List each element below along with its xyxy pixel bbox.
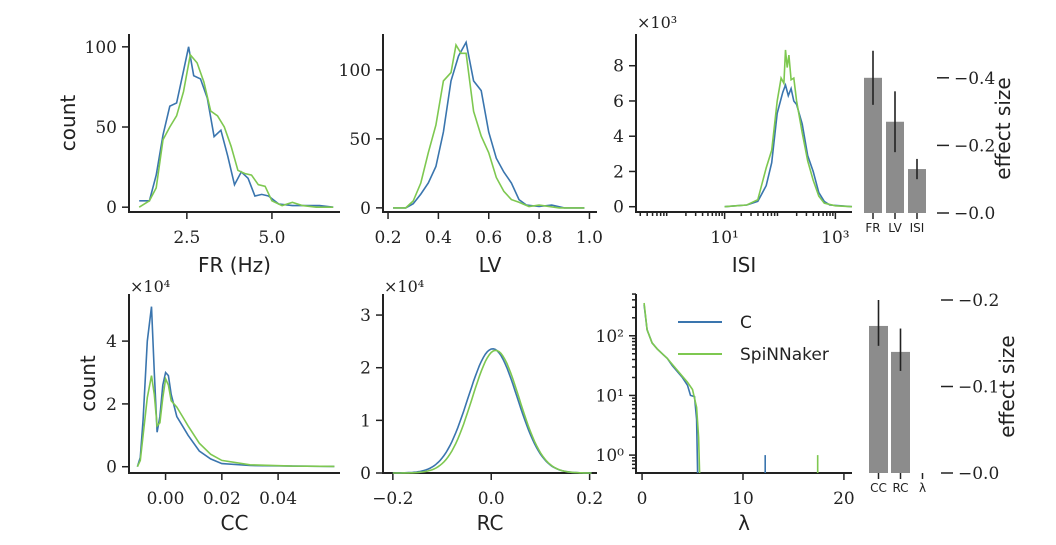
x-tick-label: 0.0 xyxy=(478,489,505,509)
legend: C SpiNNaker xyxy=(678,313,829,365)
x-tick-label: λ xyxy=(919,481,926,495)
axes-cc xyxy=(128,294,340,474)
x-axis-label: CC xyxy=(221,511,249,535)
y-axis-label: effect size xyxy=(995,335,1019,437)
x-tick-label: 0.2 xyxy=(576,489,603,509)
series-line-spinnaker xyxy=(643,302,701,474)
series-line-c xyxy=(392,347,592,474)
y-offset-label: ×10⁴ xyxy=(130,277,170,296)
y-offset-label: ×10³ xyxy=(637,13,677,32)
x-tick-label: RC xyxy=(892,481,908,495)
x-axis-label: LV xyxy=(479,253,502,277)
y-tick-label: 3 xyxy=(360,306,371,326)
panel-rc: −0.2 0.0 0.2 0 1 2 3 RC ×10⁴ xyxy=(360,277,603,535)
y-tick-label: −0.2 xyxy=(954,136,995,156)
y-tick-label: 100 xyxy=(339,61,371,81)
y-axis-label: effect size xyxy=(991,77,1015,179)
x-tick-label: 0.04 xyxy=(259,489,297,509)
x-tick-label: 2.5 xyxy=(173,228,200,248)
x-axis-label: RC xyxy=(477,511,504,535)
y-tick-label: 10¹ xyxy=(596,386,624,406)
x-tick-label: 1.0 xyxy=(576,228,603,248)
panel-isi: 10¹ 10³ 0 2 4 6 8 ISI ×10³ xyxy=(613,13,853,277)
y-tick-label: 100 xyxy=(85,38,117,58)
series-line-c xyxy=(136,306,335,468)
x-axis-label: ISI xyxy=(732,253,757,277)
y-axis-label: count xyxy=(76,355,100,412)
bar-isi xyxy=(908,169,926,213)
panel-cc: 0.00 0.02 0.04 0 2 4 CC count ×10⁴ xyxy=(76,277,340,535)
x-tick-label: 10³ xyxy=(821,228,849,248)
x-axis-label: FR (Hz) xyxy=(198,253,271,277)
y-tick-label: −0.2 xyxy=(958,291,999,311)
axes-lv xyxy=(382,34,597,213)
panel-fr: 2.5 5.0 0 50 100 FR (Hz) count xyxy=(56,34,340,277)
x-tick-label: 0 xyxy=(637,489,648,509)
legend-label-c: C xyxy=(740,313,752,333)
y-tick-label: 0 xyxy=(106,198,117,218)
y-tick-label: 4 xyxy=(613,127,624,147)
x-tick-label: 0.8 xyxy=(526,228,553,248)
series-line-spinnaker xyxy=(136,375,335,468)
y-tick-label: 0 xyxy=(360,199,371,219)
x-tick-label: −0.2 xyxy=(372,489,413,509)
panel-lv: 0.2 0.4 0.6 0.8 1.0 0 50 100 LV xyxy=(339,34,603,277)
y-tick-label: −0.0 xyxy=(954,204,995,224)
x-tick-label: FR xyxy=(865,221,880,235)
y-tick-label: 2 xyxy=(106,395,117,415)
x-tick-label: 0.00 xyxy=(147,489,185,509)
x-tick-label: ISI xyxy=(910,221,925,235)
y-tick-label: 4 xyxy=(106,332,117,352)
panel-eff2: CC RC λ −0.0 −0.1 −0.2 effect size xyxy=(869,291,1019,495)
x-tick-label: 20 xyxy=(833,489,855,509)
x-tick-label: 10¹ xyxy=(710,228,738,248)
series-line-c xyxy=(139,46,334,208)
legend-label-spinnaker: SpiNNaker xyxy=(740,345,829,365)
y-tick-label: 8 xyxy=(613,57,624,77)
series-line-c xyxy=(643,304,699,474)
y-tick-label: 10² xyxy=(596,327,624,347)
y-tick-label: 50 xyxy=(95,118,117,138)
y-tick-label: 1 xyxy=(360,411,371,431)
axes-fr xyxy=(128,34,340,213)
x-tick-label: CC xyxy=(870,481,887,495)
bar-rc xyxy=(891,351,910,473)
bar-cc xyxy=(869,325,888,473)
x-tick-label: LV xyxy=(888,221,902,235)
y-tick-label: 50 xyxy=(349,130,371,150)
y-tick-label: 6 xyxy=(613,92,624,112)
series-line-c xyxy=(724,82,853,208)
x-tick-label: 5.0 xyxy=(258,228,285,248)
y-tick-label: −0.0 xyxy=(958,464,999,484)
y-tick-label: 2 xyxy=(360,359,371,379)
y-tick-label: 0 xyxy=(106,458,117,478)
axes-rc xyxy=(382,294,597,474)
bar-lv xyxy=(886,121,904,213)
x-tick-label: 0.2 xyxy=(375,228,402,248)
x-tick-label: 0.4 xyxy=(425,228,452,248)
y-tick-label: 0 xyxy=(613,198,624,218)
y-tick-label: −0.1 xyxy=(958,378,999,398)
x-tick-label: 0.02 xyxy=(203,489,241,509)
series-line-c xyxy=(393,39,585,209)
y-tick-label: 2 xyxy=(613,162,624,182)
series-line-spinnaker xyxy=(138,52,334,208)
x-tick-label: 10 xyxy=(732,489,754,509)
axes-isi xyxy=(635,34,852,213)
y-tick-label: 0 xyxy=(360,464,371,484)
panel-lambda: 0 10 20 10⁰ 10¹ 10² λ xyxy=(596,293,855,535)
y-tick-label: 10⁰ xyxy=(596,446,625,466)
series-line-spinnaker xyxy=(724,49,853,208)
y-tick-label: −0.4 xyxy=(954,69,995,89)
x-tick-label: 0.6 xyxy=(475,228,502,248)
x-axis-label: λ xyxy=(738,511,750,535)
y-axis-label: count xyxy=(56,95,80,152)
series-line-spinnaker xyxy=(393,42,585,209)
y-offset-label: ×10⁴ xyxy=(384,277,424,296)
bar-fr xyxy=(864,77,882,213)
series-line-spinnaker xyxy=(392,349,592,474)
